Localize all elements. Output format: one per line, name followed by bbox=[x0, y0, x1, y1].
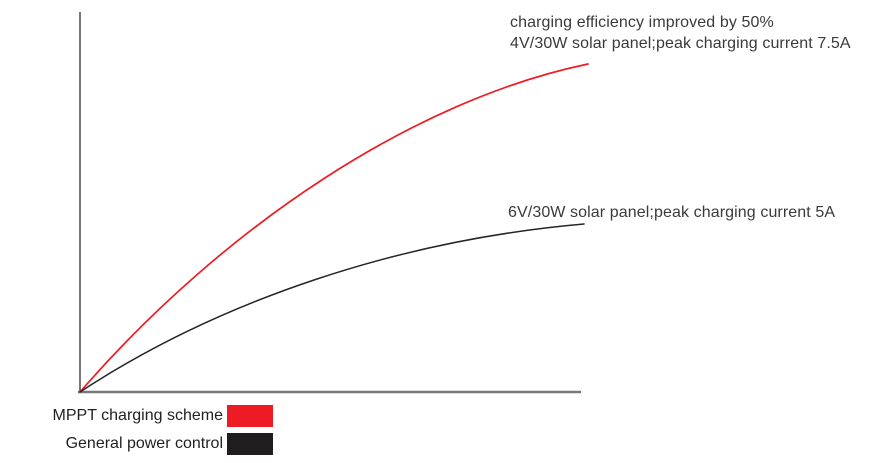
legend-swatch-red bbox=[227, 405, 273, 427]
legend-label-general: General power control bbox=[65, 435, 223, 452]
annotation-mppt: charging efficiency improved by 50% 4V/3… bbox=[510, 12, 851, 54]
annotation-mppt-line2: 4V/30W solar panel;peak charging current… bbox=[510, 35, 851, 52]
legend-item-mppt: MPPT charging scheme bbox=[0, 402, 273, 430]
legend-swatch-black bbox=[227, 433, 273, 455]
legend-item-general: General power control bbox=[0, 430, 273, 458]
legend-label-mppt: MPPT charging scheme bbox=[52, 407, 223, 424]
annotation-mppt-line1: charging efficiency improved by 50% bbox=[510, 14, 774, 31]
legend: MPPT charging scheme General power contr… bbox=[0, 402, 273, 458]
mppt-curve bbox=[79, 63, 589, 393]
general-curve bbox=[79, 223, 585, 393]
annotation-general: 6V/30W solar panel;peak charging current… bbox=[508, 204, 836, 221]
